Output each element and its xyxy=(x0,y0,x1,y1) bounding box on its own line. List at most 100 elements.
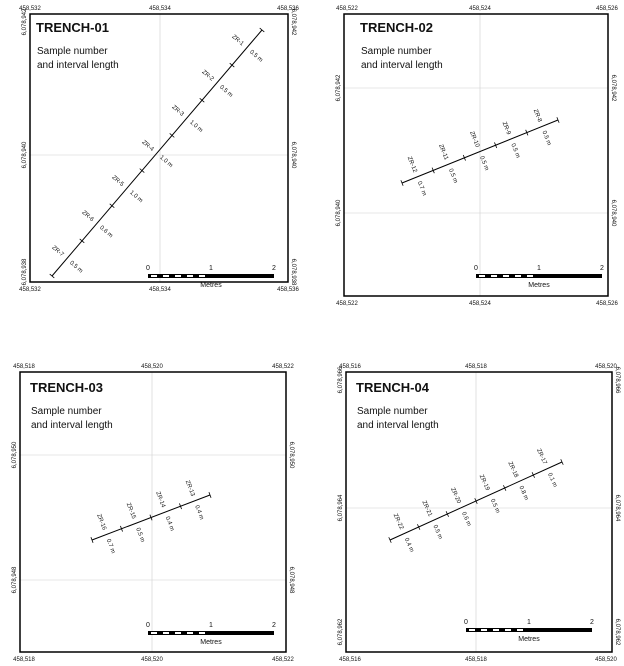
legend-text: Sample number xyxy=(37,46,108,57)
sample-interval: 0.4 m xyxy=(403,537,415,553)
sample-tick xyxy=(259,27,265,33)
sample-interval: 0.5 m xyxy=(541,130,552,146)
northing-label: 6,078,964 xyxy=(338,494,344,521)
easting-label: 458,518 xyxy=(13,657,35,663)
scale-label: 0 xyxy=(474,265,478,272)
sample-name: ZR-18 xyxy=(506,461,519,479)
sample-name: ZR-14 xyxy=(154,491,166,509)
sample-tick xyxy=(400,180,404,186)
sample-tick xyxy=(474,498,478,504)
legend-text: and interval length xyxy=(361,60,443,71)
sample-tick xyxy=(169,133,175,138)
scale-unit: Metres xyxy=(528,282,550,289)
scale-bar xyxy=(476,274,602,278)
sample-tick xyxy=(199,98,205,103)
map-frame xyxy=(29,13,289,283)
sample-tick xyxy=(79,238,85,244)
northing-label: 6,078,950 xyxy=(288,442,294,469)
easting-label: 458,518 xyxy=(13,364,35,370)
scale-label: 1 xyxy=(209,265,213,272)
northing-label: 6,078,966 xyxy=(614,367,620,394)
legend-text: Sample number xyxy=(357,406,428,417)
sample-interval: 0.5 m xyxy=(489,498,501,514)
easting-label: 458,522 xyxy=(336,301,358,307)
easting-label: 458,518 xyxy=(465,364,487,370)
legend-text: Sample number xyxy=(31,406,102,417)
easting-label: 458,534 xyxy=(149,287,171,293)
northing-label: 6,078,948 xyxy=(288,567,294,594)
scale-bar-segment xyxy=(491,275,497,277)
sample-name: ZR-17 xyxy=(535,448,548,466)
scale-bar-segment xyxy=(481,629,487,631)
northing-label: 6,078,962 xyxy=(614,619,620,646)
scale-bar-segment xyxy=(479,275,485,277)
sample-interval: 0.5 m xyxy=(447,168,458,184)
easting-label: 458,536 xyxy=(277,287,299,293)
sample-name: ZR-4 xyxy=(140,140,155,154)
scale-label: 2 xyxy=(590,619,594,626)
easting-label: 458,516 xyxy=(339,657,361,663)
sample-interval: 0.5 m xyxy=(248,49,263,63)
scale-bar xyxy=(148,274,274,278)
northing-label: 6,078,940 xyxy=(336,199,342,226)
easting-label: 458,516 xyxy=(339,364,361,370)
sample-tick xyxy=(525,129,529,136)
scale-bar-segment xyxy=(175,275,181,277)
sample-name: ZR-19 xyxy=(478,474,491,492)
northing-label: 6,078,948 xyxy=(12,566,18,593)
scale-bar-segment xyxy=(527,275,533,277)
sample-tick xyxy=(445,511,449,517)
sample-tick xyxy=(229,62,235,68)
sample-interval: 0.5 m xyxy=(134,527,145,543)
easting-label: 458,520 xyxy=(141,364,163,370)
scale-unit: Metres xyxy=(200,282,222,289)
northing-label: 6,078,942 xyxy=(290,9,296,36)
sample-name: ZR-8 xyxy=(532,109,543,124)
sample-tick xyxy=(462,154,466,161)
scale-bar-segment xyxy=(187,632,193,634)
sample-tick xyxy=(431,167,435,174)
sample-tick xyxy=(139,168,145,173)
easting-label: 458,522 xyxy=(272,657,294,663)
northing-label: 6,078,942 xyxy=(610,75,616,102)
sample-tick xyxy=(494,142,498,149)
sample-interval: 0.1 m xyxy=(546,472,558,488)
easting-label: 458,522 xyxy=(336,6,358,12)
legend-text: Sample number xyxy=(361,46,432,57)
legend-text: and interval length xyxy=(357,420,439,431)
sample-tick xyxy=(531,472,535,478)
easting-label: 458,520 xyxy=(595,364,617,370)
sample-interval: 0.5 m xyxy=(68,260,83,274)
sample-tick xyxy=(109,203,115,208)
scale-bar-segment xyxy=(151,632,157,634)
easting-label: 458,520 xyxy=(141,657,163,663)
sample-interval: 0.5 m xyxy=(431,524,443,540)
sample-tick xyxy=(149,514,153,521)
sample-tick xyxy=(90,537,94,543)
easting-label: 458,520 xyxy=(595,657,617,663)
sample-interval: 1.0 m xyxy=(188,120,203,134)
scale-label: 0 xyxy=(146,265,150,272)
sample-tick xyxy=(179,503,182,510)
sample-name: ZR-16 xyxy=(95,513,107,531)
sample-tick xyxy=(388,537,392,543)
trench-title: TRENCH-03 xyxy=(30,380,103,395)
northing-label: 6,078,962 xyxy=(338,618,344,645)
scale-unit: Metres xyxy=(200,639,222,646)
sample-interval: 0.7 m xyxy=(105,538,116,554)
sample-name: ZR-9 xyxy=(501,121,512,136)
sample-name: ZR-20 xyxy=(449,487,462,505)
scale-label: 2 xyxy=(272,265,276,272)
sample-interval: 0.6 m xyxy=(98,225,113,239)
scale-bar-segment xyxy=(151,275,157,277)
northing-label: 6,078,950 xyxy=(12,441,18,468)
scale-label: 2 xyxy=(600,265,604,272)
sample-name: ZR-7 xyxy=(50,245,65,259)
sample-name: ZR-1 xyxy=(230,34,245,48)
easting-label: 458,522 xyxy=(272,364,294,370)
sample-name: ZR-10 xyxy=(468,131,480,149)
sample-interval: 1.0 m xyxy=(128,190,143,204)
sample-tick xyxy=(556,117,560,123)
sample-interval: 0.8 m xyxy=(517,485,529,501)
